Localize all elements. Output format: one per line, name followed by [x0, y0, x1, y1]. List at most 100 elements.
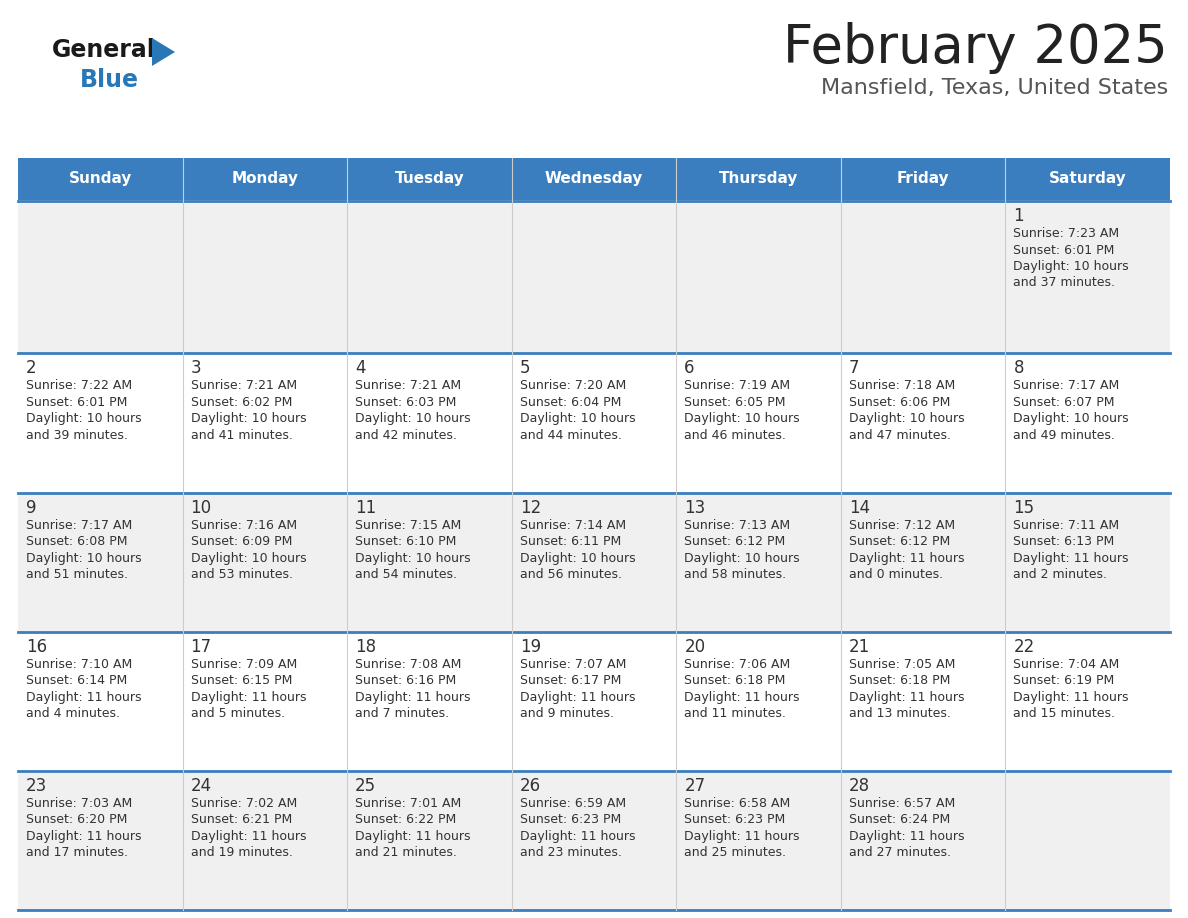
Text: and 0 minutes.: and 0 minutes. — [849, 568, 943, 581]
Text: Daylight: 10 hours: Daylight: 10 hours — [26, 552, 141, 565]
Text: Sunset: 6:06 PM: Sunset: 6:06 PM — [849, 396, 950, 409]
Text: and 37 minutes.: and 37 minutes. — [1013, 276, 1116, 289]
Text: Daylight: 11 hours: Daylight: 11 hours — [1013, 690, 1129, 704]
Text: 1: 1 — [1013, 207, 1024, 225]
Text: Sunrise: 7:21 AM: Sunrise: 7:21 AM — [355, 379, 461, 392]
Bar — [18, 632, 1170, 771]
Text: Sunset: 6:16 PM: Sunset: 6:16 PM — [355, 674, 456, 688]
Text: Sunrise: 7:22 AM: Sunrise: 7:22 AM — [26, 379, 132, 392]
Text: Sunset: 6:22 PM: Sunset: 6:22 PM — [355, 813, 456, 826]
Text: and 25 minutes.: and 25 minutes. — [684, 846, 786, 859]
Text: 27: 27 — [684, 777, 706, 795]
Text: Sunrise: 7:18 AM: Sunrise: 7:18 AM — [849, 379, 955, 392]
Text: Sunrise: 7:17 AM: Sunrise: 7:17 AM — [26, 519, 132, 532]
Text: 13: 13 — [684, 498, 706, 517]
Text: Saturday: Saturday — [1049, 172, 1126, 186]
Text: and 5 minutes.: and 5 minutes. — [190, 707, 285, 721]
Bar — [18, 493, 1170, 632]
Text: Mansfield, Texas, United States: Mansfield, Texas, United States — [821, 78, 1168, 98]
Text: Sunday: Sunday — [69, 172, 132, 186]
Text: Sunset: 6:10 PM: Sunset: 6:10 PM — [355, 535, 456, 548]
Text: and 4 minutes.: and 4 minutes. — [26, 707, 120, 721]
Text: Sunrise: 7:12 AM: Sunrise: 7:12 AM — [849, 519, 955, 532]
Text: 10: 10 — [190, 498, 211, 517]
Text: Sunset: 6:23 PM: Sunset: 6:23 PM — [684, 813, 785, 826]
Bar — [18, 201, 1170, 353]
Text: Daylight: 10 hours: Daylight: 10 hours — [1013, 260, 1129, 273]
Text: and 7 minutes.: and 7 minutes. — [355, 707, 449, 721]
Text: Daylight: 11 hours: Daylight: 11 hours — [355, 690, 470, 704]
Text: Sunrise: 7:03 AM: Sunrise: 7:03 AM — [26, 797, 132, 810]
Text: 11: 11 — [355, 498, 377, 517]
Text: 25: 25 — [355, 777, 377, 795]
Text: Daylight: 11 hours: Daylight: 11 hours — [849, 690, 965, 704]
Text: Sunrise: 7:15 AM: Sunrise: 7:15 AM — [355, 519, 461, 532]
Text: Sunset: 6:20 PM: Sunset: 6:20 PM — [26, 813, 127, 826]
Text: and 41 minutes.: and 41 minutes. — [190, 429, 292, 442]
Bar — [18, 158, 1170, 200]
Text: Daylight: 10 hours: Daylight: 10 hours — [190, 552, 307, 565]
Text: Sunrise: 7:06 AM: Sunrise: 7:06 AM — [684, 657, 790, 671]
Text: Sunset: 6:01 PM: Sunset: 6:01 PM — [1013, 243, 1114, 256]
Text: and 39 minutes.: and 39 minutes. — [26, 429, 128, 442]
Text: and 21 minutes.: and 21 minutes. — [355, 846, 457, 859]
Text: Sunrise: 7:02 AM: Sunrise: 7:02 AM — [190, 797, 297, 810]
Text: and 17 minutes.: and 17 minutes. — [26, 846, 128, 859]
Text: 2: 2 — [26, 360, 37, 377]
Text: 14: 14 — [849, 498, 870, 517]
Text: Sunrise: 7:14 AM: Sunrise: 7:14 AM — [519, 519, 626, 532]
Text: Sunset: 6:24 PM: Sunset: 6:24 PM — [849, 813, 950, 826]
Text: Sunrise: 7:08 AM: Sunrise: 7:08 AM — [355, 657, 461, 671]
Text: Daylight: 11 hours: Daylight: 11 hours — [1013, 552, 1129, 565]
Text: Sunset: 6:12 PM: Sunset: 6:12 PM — [684, 535, 785, 548]
Text: Daylight: 10 hours: Daylight: 10 hours — [684, 552, 800, 565]
Text: Thursday: Thursday — [719, 172, 798, 186]
Text: and 2 minutes.: and 2 minutes. — [1013, 568, 1107, 581]
Text: Daylight: 10 hours: Daylight: 10 hours — [849, 412, 965, 425]
Text: Daylight: 11 hours: Daylight: 11 hours — [684, 830, 800, 843]
Text: 3: 3 — [190, 360, 201, 377]
Text: Sunrise: 7:10 AM: Sunrise: 7:10 AM — [26, 657, 132, 671]
Text: 24: 24 — [190, 777, 211, 795]
Text: and 53 minutes.: and 53 minutes. — [190, 568, 292, 581]
Text: 28: 28 — [849, 777, 870, 795]
Text: 26: 26 — [519, 777, 541, 795]
Text: Daylight: 11 hours: Daylight: 11 hours — [190, 690, 307, 704]
Text: Sunset: 6:13 PM: Sunset: 6:13 PM — [1013, 535, 1114, 548]
Text: Sunrise: 7:17 AM: Sunrise: 7:17 AM — [1013, 379, 1119, 392]
Text: and 44 minutes.: and 44 minutes. — [519, 429, 621, 442]
Text: Sunset: 6:14 PM: Sunset: 6:14 PM — [26, 674, 127, 688]
Text: Daylight: 11 hours: Daylight: 11 hours — [519, 830, 636, 843]
Text: and 46 minutes.: and 46 minutes. — [684, 429, 786, 442]
Text: 17: 17 — [190, 638, 211, 655]
Text: 20: 20 — [684, 638, 706, 655]
Text: Daylight: 11 hours: Daylight: 11 hours — [849, 830, 965, 843]
Text: Sunrise: 6:57 AM: Sunrise: 6:57 AM — [849, 797, 955, 810]
Text: and 13 minutes.: and 13 minutes. — [849, 707, 950, 721]
Text: Sunrise: 7:07 AM: Sunrise: 7:07 AM — [519, 657, 626, 671]
Bar — [18, 771, 1170, 910]
Text: Sunset: 6:09 PM: Sunset: 6:09 PM — [190, 535, 292, 548]
Text: Sunset: 6:19 PM: Sunset: 6:19 PM — [1013, 674, 1114, 688]
Text: Daylight: 11 hours: Daylight: 11 hours — [519, 690, 636, 704]
Text: Daylight: 10 hours: Daylight: 10 hours — [355, 412, 470, 425]
Text: Sunset: 6:21 PM: Sunset: 6:21 PM — [190, 813, 292, 826]
Text: 21: 21 — [849, 638, 870, 655]
Text: Sunrise: 7:04 AM: Sunrise: 7:04 AM — [1013, 657, 1119, 671]
Text: Sunset: 6:07 PM: Sunset: 6:07 PM — [1013, 396, 1114, 409]
Text: Daylight: 11 hours: Daylight: 11 hours — [355, 830, 470, 843]
Text: Sunset: 6:18 PM: Sunset: 6:18 PM — [684, 674, 785, 688]
Text: February 2025: February 2025 — [783, 22, 1168, 74]
Text: and 47 minutes.: and 47 minutes. — [849, 429, 950, 442]
Text: and 15 minutes.: and 15 minutes. — [1013, 707, 1116, 721]
Text: Sunset: 6:02 PM: Sunset: 6:02 PM — [190, 396, 292, 409]
Text: Daylight: 11 hours: Daylight: 11 hours — [26, 690, 141, 704]
Text: and 49 minutes.: and 49 minutes. — [1013, 429, 1116, 442]
Text: Wednesday: Wednesday — [545, 172, 643, 186]
Text: and 19 minutes.: and 19 minutes. — [190, 846, 292, 859]
Text: Daylight: 11 hours: Daylight: 11 hours — [26, 830, 141, 843]
Text: Monday: Monday — [232, 172, 298, 186]
Text: Sunset: 6:05 PM: Sunset: 6:05 PM — [684, 396, 785, 409]
Text: Sunset: 6:03 PM: Sunset: 6:03 PM — [355, 396, 456, 409]
Text: 5: 5 — [519, 360, 530, 377]
